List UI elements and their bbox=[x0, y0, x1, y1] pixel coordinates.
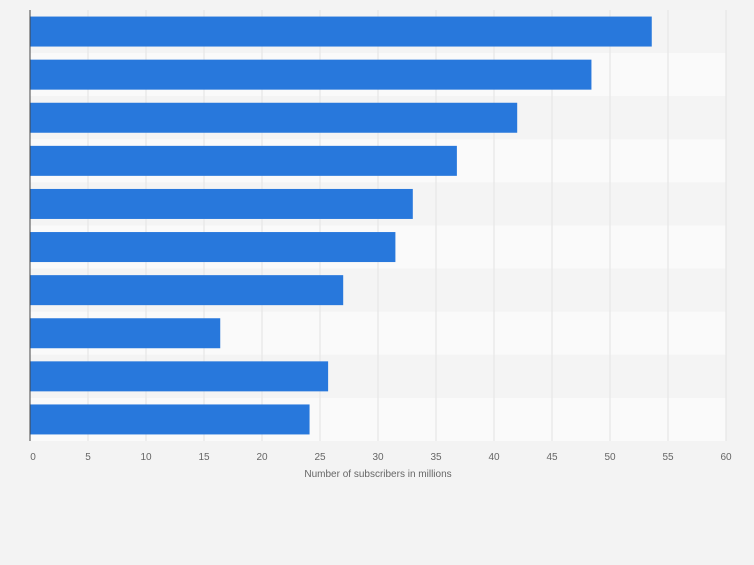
bar bbox=[30, 145, 457, 176]
bar bbox=[30, 361, 329, 392]
x-tick-label: 35 bbox=[430, 452, 442, 463]
x-tick-label: 5 bbox=[85, 452, 91, 463]
bar bbox=[30, 59, 592, 90]
bar bbox=[30, 404, 310, 435]
x-tick-label: 20 bbox=[256, 452, 268, 463]
x-tick-label: 25 bbox=[314, 452, 326, 463]
bar bbox=[30, 16, 652, 47]
x-tick-label: 60 bbox=[720, 452, 732, 463]
bar bbox=[30, 232, 396, 263]
x-tick-label: 55 bbox=[662, 452, 674, 463]
x-axis-title: Number of subscribers in millions bbox=[304, 469, 451, 480]
x-tick-label: 30 bbox=[372, 452, 384, 463]
x-tick-label: 45 bbox=[546, 452, 558, 463]
bar bbox=[30, 318, 221, 349]
x-tick-label: 10 bbox=[140, 452, 152, 463]
bar bbox=[30, 275, 344, 306]
x-tick-label: 15 bbox=[198, 452, 210, 463]
x-tick-label: 40 bbox=[488, 452, 500, 463]
x-tick-labels: 0 5 10 15 20 25 30 35 40 45 50 55 60 bbox=[30, 452, 732, 463]
x-tick-label: 0 bbox=[30, 452, 36, 463]
bars bbox=[30, 16, 652, 435]
x-tick-label: 50 bbox=[604, 452, 616, 463]
bar bbox=[30, 102, 518, 133]
bar bbox=[30, 188, 413, 219]
